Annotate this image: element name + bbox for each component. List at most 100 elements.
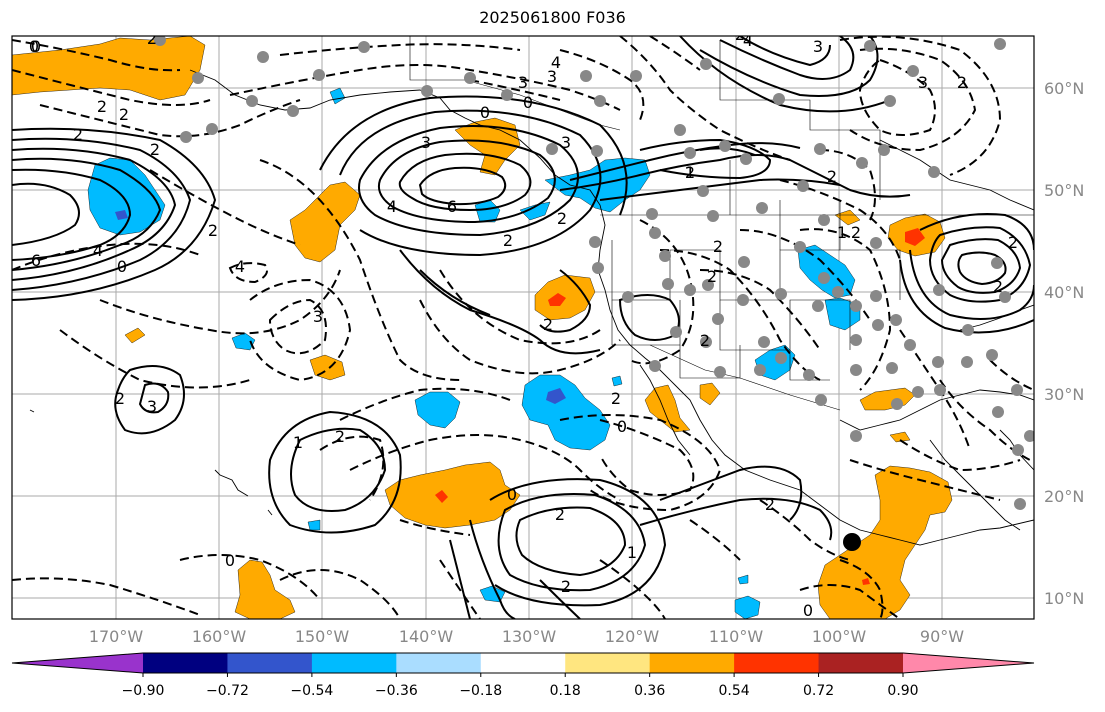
lon-label: 120°W [605,627,660,646]
colorbar-extend-low [12,653,143,673]
colorbar-tick-label: −0.72 [206,683,249,699]
contour-label: 4 [387,197,397,216]
colorbar-tick-label: 0.36 [634,683,665,699]
contour-label: 0 [31,37,41,56]
contour-label: 3 [918,73,928,92]
contour-label: 3 [518,73,528,92]
lon-label: 100°W [812,627,867,646]
contour-label: 1 [293,433,303,452]
colorbar-extend-high [903,653,1034,673]
contour-label: 2 [119,105,129,124]
contour-label: 0 [523,93,533,112]
colorbar-tick-label: −0.90 [122,683,165,699]
lon-label: 150°W [295,627,350,646]
contour-label: 2 [827,167,837,186]
contour-label: 3 [547,67,557,86]
colorbar-segment [227,653,313,673]
contour-label: 2 [611,389,621,408]
contour-label: 0 [225,551,235,570]
negative-anomaly-cores [115,210,566,404]
contour-label: 2 [957,73,967,92]
colorbar-segment [734,653,820,673]
station-dots [154,36,1034,510]
lon-label: 90°W [920,627,964,646]
contour-label: 0 [507,485,517,504]
positive-anomaly-fills [12,36,953,619]
contour-label: 2 [208,221,218,240]
contour-label: 6 [31,251,41,270]
map-frame [11,35,1035,620]
contour-label: 2 [335,427,345,446]
contour-label: 0 [29,37,39,56]
contour-label: 2 [713,237,723,256]
contour-label: 2 [555,505,565,524]
lat-label: 20°N [1044,487,1084,506]
contour-label: 2 [707,267,717,286]
contour-label: 4 [551,53,561,72]
lat-label: 60°N [1044,79,1084,98]
contour-label: 2 [700,331,710,350]
positive-anomaly-cores [435,228,925,585]
colorbar-tick-label: −0.18 [459,683,502,699]
contour-label: 2 [561,577,571,596]
contour-label: 1 [627,543,637,562]
storm-center-marker [843,533,861,551]
colorbar-segment [143,653,228,673]
contour-label: 2 [765,495,775,514]
lon-label: 170°W [89,627,144,646]
lat-label: 40°N [1044,283,1084,302]
colorbar-segment [649,653,735,673]
colorbar-tick-label: 0.18 [550,683,581,699]
colorbar-segment [480,653,566,673]
contour-label: 4 [93,241,103,260]
borders [409,36,1034,411]
contour-label: 0 [803,601,813,620]
contour-label: 0 [617,417,627,436]
colorbar-segment [818,653,904,673]
contour-label: 2 [73,125,83,144]
colorbar: −0.90 −0.72 −0.54 −0.36 −0.18 0.18 0.36 0.54 0.7… [11,652,1035,699]
contour-label: 6 [447,197,457,216]
contour-label: 2 [147,29,157,48]
colorbar-tick-label: −0.36 [375,683,418,699]
contour-label: 2 [97,97,107,116]
contour-label: 2 [1008,233,1018,252]
contour-label: 3 [561,133,571,152]
contour-label: 2 [543,315,553,334]
contour-label: 2 [685,163,695,182]
contour-label: 0 [480,103,490,122]
colorbar-tick-label: −0.54 [290,683,333,699]
lat-label: 30°N [1044,385,1084,404]
colorbar-segment [396,653,482,673]
contour-label: 2 [993,277,1003,296]
map-title: 2025061800 F036 [479,8,626,27]
negative-anomaly-fills [87,87,861,619]
contour-label: 2 [851,223,861,242]
lon-label: 110°W [709,627,764,646]
contour-label: 2 [503,231,513,250]
lon-label: 160°W [192,627,247,646]
contour-label: 3 [813,37,823,56]
contour-label: 3 [421,133,431,152]
colorbar-tick-label: 0.72 [803,683,834,699]
contour-label: 3 [147,397,157,416]
contour-label: 3 [313,307,323,326]
contour-label: 2 [115,389,125,408]
longitude-labels: 170°W 160°W 150°W 140°W 130°W 120°W 110°… [89,627,964,646]
contour-label: 4 [235,257,245,276]
colorbar-segment [311,653,397,673]
contour-label: 4 [743,31,753,50]
contour-label: 1 [685,163,695,182]
colorbar-tick-label: 0.90 [887,683,918,699]
colorbar-segment [565,653,651,673]
lon-label: 130°W [502,627,557,646]
lat-label: 50°N [1044,181,1084,200]
contour-label: 0 [117,257,127,276]
contour-label: 1 [837,223,847,242]
lat-label: 10°N [1044,589,1084,608]
lon-label: 140°W [399,627,454,646]
contour-label: 2 [150,140,160,159]
contour-label: 2 [557,209,567,228]
